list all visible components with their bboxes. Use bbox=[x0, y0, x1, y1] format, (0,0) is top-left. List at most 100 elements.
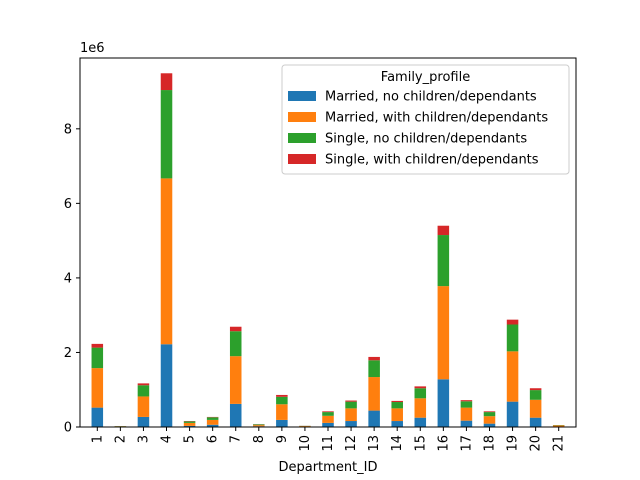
bar-segment-dept-9-series-2 bbox=[276, 404, 288, 420]
x-tick-label: 21 bbox=[552, 435, 567, 452]
bar-segment-dept-16-series-3 bbox=[437, 235, 450, 287]
bar-segment-dept-13-series-3 bbox=[368, 360, 380, 378]
bar-segment-dept-1-series-1 bbox=[91, 407, 104, 427]
bar-segment-dept-10-series-2 bbox=[299, 426, 311, 427]
bar-segment-dept-5-series-3 bbox=[183, 421, 196, 423]
bar-segment-dept-3-series-4 bbox=[137, 383, 150, 386]
bar-segment-dept-18-series-1 bbox=[483, 423, 496, 427]
bar-segment-dept-3-series-2 bbox=[137, 396, 150, 417]
bar-segment-dept-16-series-1 bbox=[437, 379, 450, 427]
bar-segment-dept-11-series-1 bbox=[322, 422, 334, 427]
bar-segment-dept-12-series-4 bbox=[345, 400, 357, 402]
bar-segment-dept-6-series-2 bbox=[206, 419, 219, 425]
bar-segment-dept-4-series-3 bbox=[160, 90, 173, 179]
x-tick-label: 13 bbox=[367, 435, 382, 452]
bar-segment-dept-15-series-1 bbox=[414, 417, 427, 427]
x-tick-label: 11 bbox=[321, 435, 336, 452]
y-tick-label: 6 bbox=[64, 197, 72, 212]
x-tick-label: 15 bbox=[413, 435, 428, 452]
bar-segment-dept-7-series-4 bbox=[229, 326, 242, 332]
bar-segment-dept-8-series-3 bbox=[253, 424, 265, 426]
x-tick-label: 10 bbox=[298, 435, 313, 452]
bar-segment-dept-13-series-4 bbox=[368, 356, 380, 361]
bar-segment-dept-19-series-1 bbox=[506, 401, 519, 427]
bar-segment-dept-3-series-3 bbox=[137, 385, 150, 397]
x-tick-label: 3 bbox=[136, 435, 151, 443]
bar-segment-dept-11-series-4 bbox=[322, 411, 334, 413]
y-tick-label: 8 bbox=[64, 122, 72, 137]
legend-swatch bbox=[288, 133, 316, 143]
bar-segment-dept-14-series-2 bbox=[391, 408, 403, 422]
bar-segment-dept-18-series-4 bbox=[483, 411, 496, 413]
x-tick-label: 12 bbox=[344, 435, 359, 452]
bar-segment-dept-12-series-3 bbox=[345, 401, 357, 409]
x-tick-label: 9 bbox=[275, 435, 290, 443]
bar-segment-dept-7-series-1 bbox=[229, 403, 242, 427]
bar-segment-dept-21-series-2 bbox=[552, 425, 565, 427]
bar-segment-dept-14-series-3 bbox=[391, 402, 403, 409]
bar-segment-dept-20-series-3 bbox=[529, 390, 542, 400]
bar-segment-dept-13-series-1 bbox=[368, 410, 380, 427]
legend-swatch bbox=[288, 112, 316, 122]
x-tick-label: 5 bbox=[183, 435, 198, 443]
bar-segment-dept-11-series-3 bbox=[322, 412, 334, 416]
bar-segment-dept-12-series-2 bbox=[345, 408, 357, 422]
x-tick-label: 1 bbox=[90, 435, 105, 443]
legend-entry-label: Single, no children/dependants bbox=[325, 132, 527, 147]
bar-segment-dept-11-series-2 bbox=[322, 415, 334, 423]
x-tick-label: 8 bbox=[252, 435, 267, 443]
legend-title: Family_profile bbox=[381, 70, 470, 85]
bar-segment-dept-19-series-2 bbox=[506, 351, 519, 402]
bar-segment-dept-5-series-1 bbox=[183, 425, 196, 427]
legend-entry-label: Single, with children/dependants bbox=[325, 153, 539, 168]
x-tick-label: 2 bbox=[113, 435, 128, 443]
x-tick-label: 20 bbox=[529, 435, 544, 452]
x-tick-label: 19 bbox=[506, 435, 521, 452]
bar-segment-dept-19-series-4 bbox=[506, 319, 519, 325]
x-tick-label: 18 bbox=[482, 435, 497, 452]
x-tick-label: 6 bbox=[206, 435, 221, 443]
x-tick-label: 4 bbox=[160, 435, 175, 443]
x-tick-label: 16 bbox=[436, 435, 451, 452]
x-tick-label: 7 bbox=[229, 435, 244, 443]
y-offset-label: 1e6 bbox=[80, 41, 105, 56]
bar-segment-dept-5-series-2 bbox=[183, 422, 196, 426]
bar-segment-dept-19-series-3 bbox=[506, 324, 519, 352]
bars-layer bbox=[91, 73, 565, 427]
bar-segment-dept-17-series-3 bbox=[460, 401, 473, 408]
bar-segment-dept-16-series-4 bbox=[437, 225, 450, 236]
legend-box bbox=[281, 64, 570, 175]
y-tick-label: 2 bbox=[64, 346, 72, 361]
bar-segment-dept-3-series-1 bbox=[137, 416, 150, 427]
bar-segment-dept-8-series-2 bbox=[253, 425, 265, 427]
bar-segment-dept-13-series-2 bbox=[368, 377, 380, 411]
bar-segment-dept-20-series-4 bbox=[529, 388, 542, 391]
bar-segment-dept-9-series-4 bbox=[276, 394, 288, 397]
legend: Family_profile Married, no children/depe… bbox=[281, 64, 570, 175]
x-axis: 1 2 3 4 5 6 7 8 9 10 11 12 13 14 15 16 17 18 19 20 21 bbox=[90, 427, 567, 452]
bar-segment-dept-16-series-2 bbox=[437, 286, 450, 380]
bar-segment-dept-7-series-2 bbox=[229, 356, 242, 404]
bar-segment-dept-17-series-4 bbox=[460, 400, 473, 402]
bar-segment-dept-1-series-4 bbox=[91, 343, 104, 348]
bar-segment-dept-1-series-2 bbox=[91, 368, 104, 408]
bar-segment-dept-17-series-1 bbox=[460, 420, 473, 427]
bar-segment-dept-7-series-3 bbox=[229, 331, 242, 357]
bar-segment-dept-15-series-3 bbox=[414, 388, 427, 399]
bar-segment-dept-4-series-2 bbox=[160, 178, 173, 345]
bar-segment-dept-20-series-2 bbox=[529, 399, 542, 418]
bar-segment-dept-14-series-4 bbox=[391, 400, 403, 403]
bar-segment-dept-20-series-1 bbox=[529, 417, 542, 427]
x-tick-label: 14 bbox=[390, 435, 405, 452]
bar-segment-dept-4-series-4 bbox=[160, 73, 173, 91]
bar-segment-dept-15-series-2 bbox=[414, 398, 427, 418]
legend-swatch bbox=[288, 154, 316, 164]
legend-swatch bbox=[288, 91, 316, 101]
legend-entry-label: Married, with children/dependants bbox=[325, 111, 548, 126]
bar-segment-dept-6-series-1 bbox=[206, 424, 219, 427]
legend-entry-label: Married, no children/dependants bbox=[325, 90, 537, 105]
bar-segment-dept-15-series-4 bbox=[414, 386, 427, 389]
bar-segment-dept-17-series-2 bbox=[460, 407, 473, 421]
y-axis: 0 2 4 6 8 bbox=[64, 122, 80, 436]
